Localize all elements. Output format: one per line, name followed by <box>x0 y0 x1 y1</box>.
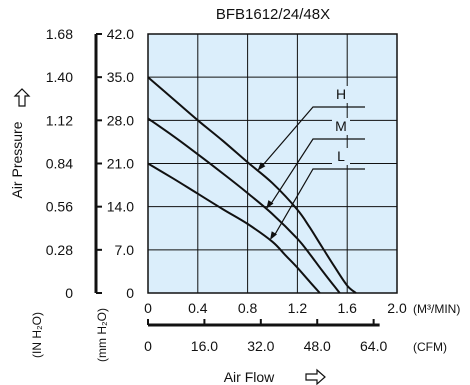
y-tick-label-in: 0 <box>65 285 73 301</box>
y-tick-label-mm: 28.0 <box>107 112 134 128</box>
series-label-h: H <box>336 86 346 102</box>
x-tick-label-cfm: 32.0 <box>247 338 274 354</box>
y-unit-outer-group: (IN H₂O) <box>30 312 44 358</box>
y-tick-label-mm: 0 <box>126 285 134 301</box>
chart-title: BFB1612/24/48X <box>216 6 330 23</box>
x-tick-label-cfm: 0 <box>144 338 152 354</box>
leader-line-l <box>273 168 365 237</box>
y-unit-outer: (IN H₂O) <box>30 312 44 358</box>
leader-arrowhead-l <box>270 231 277 241</box>
x-tick-label: 1.2 <box>288 300 308 316</box>
y-tick-label-in: 1.12 <box>46 112 73 128</box>
y-axis-title: Air Pressure <box>9 121 25 198</box>
series-label-bg <box>332 148 350 165</box>
axes: 007.00.2814.00.5621.00.8428.01.1235.01.4… <box>46 26 407 354</box>
y-axis-arrow-icon <box>13 88 31 107</box>
series-label-l: L <box>337 148 345 164</box>
x-tick-label-cfm: 64.0 <box>360 338 387 354</box>
y-tick-label-in: 0.28 <box>46 242 73 258</box>
y-tick-label-in: 0.56 <box>46 199 73 215</box>
plot-frame <box>147 33 398 294</box>
x-tick-label: 0.8 <box>238 300 258 316</box>
x-tick-label-cfm: 16.0 <box>191 338 218 354</box>
series-label-bg <box>332 86 350 103</box>
y-tick-label-mm: 21.0 <box>107 156 134 172</box>
y-tick-label-mm: 14.0 <box>107 199 134 215</box>
y-tick-label-in: 1.68 <box>46 26 73 42</box>
x-tick-label: 0.4 <box>188 300 208 316</box>
curve-leaders: HML <box>257 86 365 241</box>
y-tick-label-mm: 7.0 <box>115 242 135 258</box>
leader-arrowhead-m <box>266 200 274 209</box>
y-tick-label-in: 1.40 <box>46 69 73 85</box>
series-line-l <box>147 162 321 294</box>
leader-arrowhead-h <box>257 162 266 171</box>
series-label-m: M <box>335 118 347 134</box>
x-tick-label-cfm: 48.0 <box>304 338 331 354</box>
y-tick-label-mm: 35.0 <box>107 69 134 85</box>
y-unit-inner-group: (mm H₂O) <box>95 308 109 362</box>
y-tick-label-mm: 42.0 <box>107 26 134 42</box>
y-axis-title-group: Air Pressure <box>9 121 25 198</box>
x-tick-label: 2.0 <box>387 300 407 316</box>
x-unit-secondary: (CFM) <box>413 340 447 354</box>
x-axis-arrow-icon <box>305 368 326 385</box>
y-unit-inner: (mm H₂O) <box>95 308 109 362</box>
series-line-m <box>147 117 341 294</box>
series-label-bg <box>332 118 350 135</box>
leader-line-m <box>269 138 365 206</box>
y-tick-label-in: 0.84 <box>46 156 73 172</box>
curves <box>147 76 357 294</box>
x-tick-label: 0 <box>144 300 152 316</box>
leader-line-h <box>261 106 365 168</box>
x-tick-label: 1.6 <box>337 300 357 316</box>
series-line-h <box>147 76 357 294</box>
x-axis-title: Air Flow <box>224 369 275 385</box>
x-unit-primary: (M³/MIN) <box>413 302 460 316</box>
